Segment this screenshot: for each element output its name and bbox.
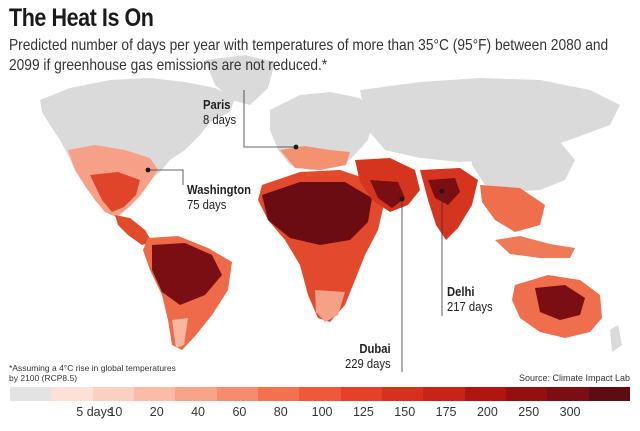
delhi-marker (439, 188, 445, 194)
washington-marker (145, 167, 151, 173)
callout-delhi: Delhi 217 days (447, 285, 493, 315)
legend-swatch (175, 387, 217, 401)
legend-swatch (505, 387, 548, 401)
indonesia-heat (495, 236, 575, 258)
legend-tick-label: 125 (352, 405, 374, 419)
legend-swatch (10, 387, 52, 401)
legend-tick-label: 80 (273, 405, 288, 419)
legend-swatch (381, 387, 424, 401)
south-america-core (152, 243, 222, 305)
dubai-marker (399, 196, 405, 202)
africa-core (262, 182, 372, 245)
callout-paris: Paris 8 days (203, 98, 236, 128)
central-america (115, 215, 152, 245)
legend-tick-label: 5 days (76, 405, 114, 419)
callout-city: Delhi (447, 285, 475, 299)
footnote: *Assuming a 4°C rise in global temperatu… (9, 363, 176, 383)
legend-tick-labels: 5 days 10 20 40 60 80 100 125 150 175 200 250 300 (10, 405, 630, 421)
greenland-land (205, 55, 275, 105)
legend-tick-label: 200 (476, 405, 498, 419)
north-asia-land (360, 78, 620, 162)
legend-tick-label: 10 (108, 405, 123, 419)
europe-south-heat (280, 146, 350, 170)
legend-tick-label: 150 (394, 405, 416, 419)
source-credit: Source: Climate Impact Lab (518, 373, 630, 383)
legend-swatch (133, 387, 176, 401)
legend-tick-label: 175 (435, 405, 457, 419)
legend-swatch (423, 387, 465, 401)
africa-south (315, 290, 345, 322)
map-title: The Heat Is On (9, 4, 154, 32)
legend-swatch (340, 387, 382, 401)
washington-leader-line (148, 169, 184, 185)
south-america-tip (172, 318, 188, 348)
map-subtitle: Predicted number of days per year with t… (9, 37, 609, 74)
callout-days: 75 days (187, 198, 227, 212)
legend-swatch (464, 387, 506, 401)
paris-leader-line (243, 90, 296, 148)
legend-swatch (216, 387, 258, 401)
legend-swatch (51, 387, 93, 401)
callout-washington: Washington 75 days (187, 183, 251, 213)
legend-swatch (299, 387, 341, 401)
legend-tick-label: 100 (311, 405, 333, 419)
callout-days: 229 days (345, 357, 391, 371)
legend-swatch (257, 387, 300, 401)
legend-swatch (547, 387, 589, 401)
southeast-asia-heat (480, 185, 545, 232)
callout-city: Washington (187, 183, 251, 197)
legend-color-scale (10, 387, 630, 401)
arabia-core (370, 180, 405, 208)
callout-city: Paris (203, 98, 231, 112)
callout-city: Dubai (359, 342, 391, 356)
callout-dubai: Dubai 229 days (345, 342, 391, 372)
legend-swatch (92, 387, 134, 401)
east-asia-land (470, 135, 575, 192)
legend-tick-label: 40 (191, 405, 206, 419)
australia-core (535, 285, 585, 320)
legend-tick-label: 20 (149, 405, 164, 419)
callout-days: 217 days (447, 300, 493, 314)
legend-swatch (588, 387, 630, 401)
legend-tick-label: 60 (232, 405, 247, 419)
legend-tick-label: 300 (559, 405, 581, 419)
north-america-heat-core (90, 172, 140, 212)
legend-tick-label: 250 (518, 405, 540, 419)
new-zealand (610, 325, 622, 352)
paris-marker (293, 144, 299, 150)
callout-days: 8 days (203, 113, 237, 127)
